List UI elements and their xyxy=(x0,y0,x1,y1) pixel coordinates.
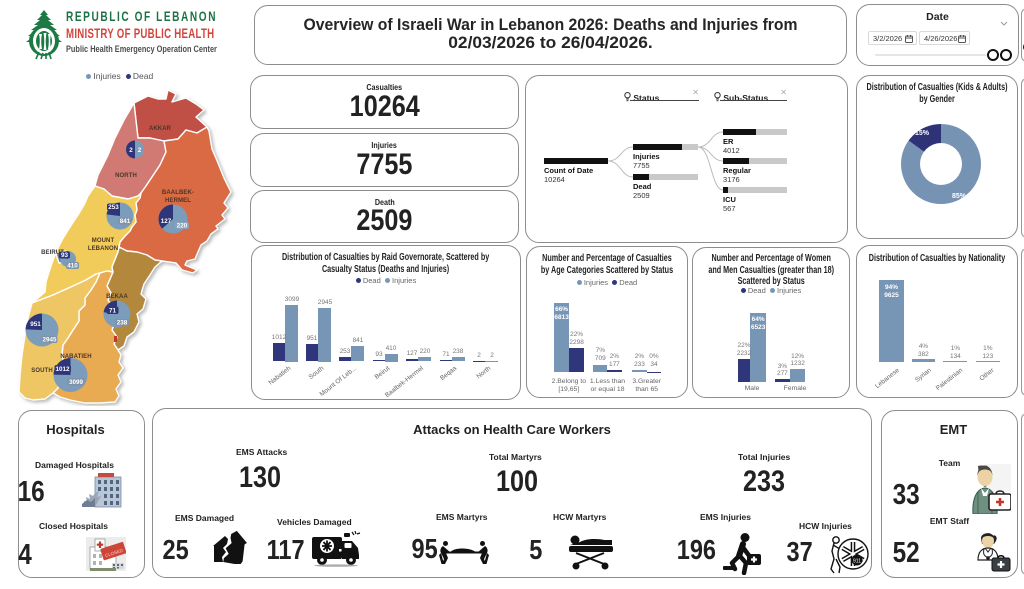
svg-text:2: 2 xyxy=(129,147,133,154)
svg-text:CLOSED: CLOSED xyxy=(104,548,124,559)
svg-text:841: 841 xyxy=(120,218,131,225)
svg-text:2945: 2945 xyxy=(42,337,57,344)
svg-text:3099: 3099 xyxy=(69,379,84,386)
svg-text:253: 253 xyxy=(108,204,119,211)
svg-text:BEKAA: BEKAA xyxy=(106,294,128,300)
svg-text:71: 71 xyxy=(109,308,117,315)
svg-text:911: 911 xyxy=(853,559,861,565)
svg-text:SOUTH: SOUTH xyxy=(31,368,53,374)
svg-text:NABATIEH: NABATIEH xyxy=(60,354,91,360)
svg-text:238: 238 xyxy=(117,320,128,327)
svg-text:1012: 1012 xyxy=(55,366,70,373)
svg-text:LEBANON: LEBANON xyxy=(88,246,118,252)
svg-text:BAALBEK-: BAALBEK- xyxy=(162,190,194,196)
svg-text:410: 410 xyxy=(67,263,78,270)
svg-text:HERMEL: HERMEL xyxy=(165,198,191,204)
svg-text:NORTH: NORTH xyxy=(115,173,137,179)
svg-text:127: 127 xyxy=(161,218,172,225)
svg-text:220: 220 xyxy=(177,223,188,230)
svg-text:MOUNT: MOUNT xyxy=(92,238,115,244)
svg-text:93: 93 xyxy=(61,252,69,259)
svg-text:BEIRUT: BEIRUT xyxy=(41,250,64,256)
svg-text:AKKAR: AKKAR xyxy=(149,126,172,132)
svg-text:2: 2 xyxy=(138,147,142,154)
svg-text:951: 951 xyxy=(30,321,41,328)
